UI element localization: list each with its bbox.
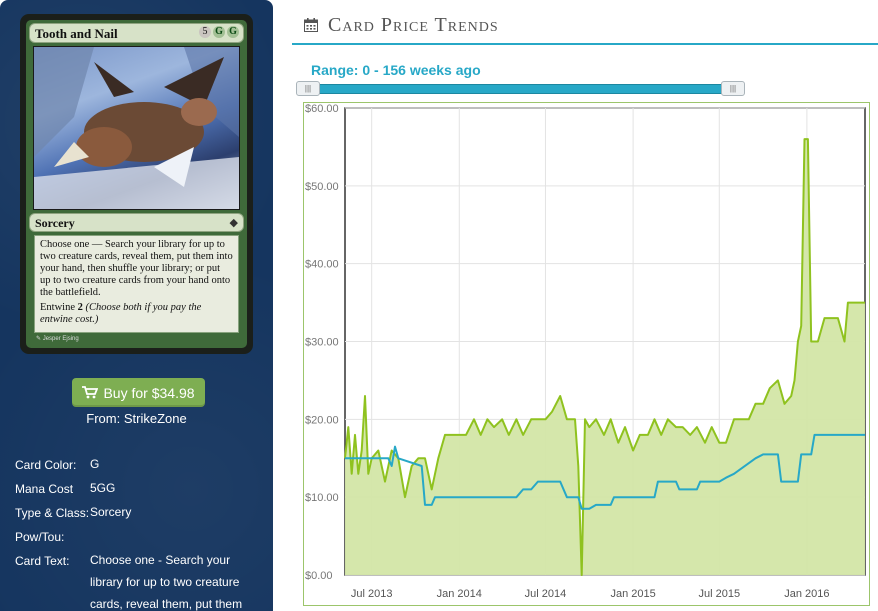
range-slider-track[interactable]: [297, 84, 744, 94]
card-entwine-line: Entwine 2 (Choose both if you pay the en…: [40, 302, 233, 326]
detail-value: Choose one - Search your library for up …: [90, 553, 243, 611]
card-artist: Jesper Ejsing: [42, 336, 79, 342]
range-label: Range: 0 - 156 weeks ago: [311, 62, 481, 78]
price-chart: $0.00 $10.00 $20.00 $30.00 $40.00 $50.00 $60.0…: [303, 102, 870, 606]
x-tick-label: Jul 2015: [698, 588, 740, 600]
x-tick-label: Jul 2014: [525, 588, 567, 600]
card-image: Tooth and Nail 5 G G: [20, 14, 253, 354]
entwine-reminder: (Choose both if you pay the entwine cost…: [40, 302, 202, 325]
detail-label: Type & Class:: [15, 506, 90, 520]
section-title: Card Price Trends: [328, 14, 499, 36]
detail-label: Card Color:: [15, 458, 77, 472]
x-axis-labels: Jul 2013 Jan 2014 Jul 2014 Jan 2015 Jul 2015…: [351, 588, 830, 600]
card-artist-credit: ✎ Jesper Ejsing: [36, 335, 79, 342]
card-rules-text: Choose one — Search your library for up …: [40, 239, 233, 298]
green-mana-symbol: G: [227, 26, 239, 38]
y-tick-label: $50.00: [305, 181, 339, 193]
detail-value: Sorcery: [90, 505, 132, 519]
x-tick-label: Jan 2015: [610, 588, 655, 600]
set-symbol-icon: ◆: [229, 217, 238, 229]
detail-value: G: [90, 457, 100, 471]
cart-icon: [82, 386, 99, 399]
x-tick-label: Jan 2014: [437, 588, 482, 600]
detail-label: Card Text:: [15, 554, 70, 568]
entwine-cost: 2: [77, 302, 83, 313]
card-frame: Tooth and Nail 5 G G: [26, 20, 247, 348]
y-tick-label: $0.00: [305, 570, 333, 582]
card-art-drawing: [34, 47, 239, 209]
card-type-line: Sorcery: [35, 216, 75, 230]
y-tick-label: $20.00: [305, 414, 339, 426]
detail-value: 5GG: [90, 481, 116, 495]
card-rules-textbox: Choose one — Search your library for up …: [34, 235, 239, 333]
vendor-label: From: StrikeZone: [86, 411, 187, 426]
detail-label: Mana Cost: [15, 482, 74, 496]
entwine-keyword: Entwine: [40, 302, 75, 313]
detail-label: Pow/Tou:: [15, 530, 65, 544]
y-tick-label: $60.00: [305, 103, 339, 115]
buy-button-label: Buy for $34.98: [103, 384, 195, 401]
card-art-illustration: [33, 46, 240, 210]
green-mana-symbol: G: [213, 26, 225, 38]
calendar-icon: [304, 18, 318, 32]
artist-brush-icon: ✎: [36, 336, 42, 342]
buy-button[interactable]: Buy for $34.98: [72, 378, 205, 407]
card-type-bar: Sorcery ◆: [29, 213, 244, 232]
chart-series-layer: [344, 138, 865, 576]
y-axis-labels: $0.00 $10.00 $20.00 $30.00 $40.00 $50.00 $60.0…: [305, 103, 339, 582]
section-divider: [292, 43, 878, 45]
range-slider-start-handle[interactable]: |||: [296, 81, 320, 96]
series-line-0: [344, 138, 865, 576]
range-slider-end-handle[interactable]: |||: [721, 81, 745, 96]
x-tick-label: Jul 2013: [351, 588, 393, 600]
series-line-1: [345, 433, 865, 510]
y-tick-label: $10.00: [305, 492, 339, 504]
x-tick-label: Jan 2016: [784, 588, 829, 600]
card-name: Tooth and Nail: [35, 26, 118, 41]
card-mana-cost: 5 G G: [199, 26, 239, 38]
card-title-bar: Tooth and Nail 5 G G: [29, 23, 244, 43]
card-sidebar: Tooth and Nail 5 G G: [0, 0, 273, 611]
y-tick-label: $40.00: [305, 259, 339, 271]
generic-mana-symbol: 5: [199, 26, 211, 38]
y-tick-label: $30.00: [305, 337, 339, 349]
series-area-0: [345, 139, 865, 575]
